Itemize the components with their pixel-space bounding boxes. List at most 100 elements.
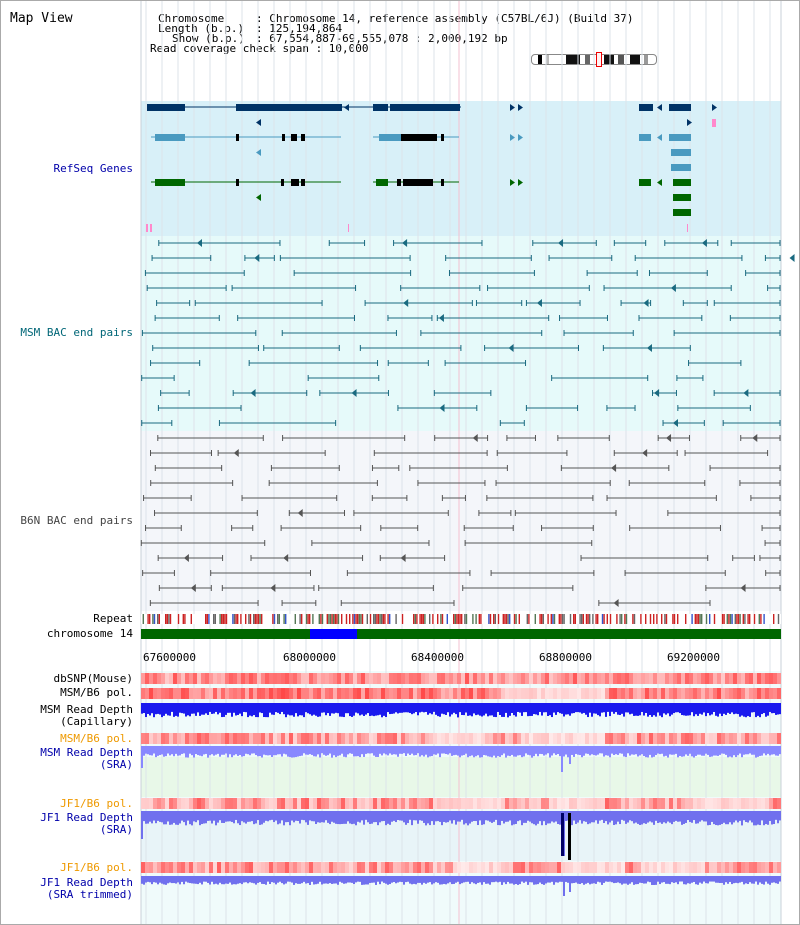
msm-depth-cap-bar <box>651 703 653 717</box>
msm-depth-sra-bar <box>479 746 481 758</box>
msm-b6-pol-2-cell <box>761 733 765 744</box>
track-label-msm-bac[interactable]: MSM BAC end pairs <box>20 326 133 339</box>
jf1-b6-pol-cell <box>177 798 181 809</box>
jf1-b6-pol-cell <box>745 798 749 809</box>
msm-depth-sra-bar <box>249 746 251 756</box>
msm-b6-pol-2-cell <box>533 733 537 744</box>
msm-b6-pol-2-cell <box>617 733 621 744</box>
jf1-depth-trim-bar <box>477 876 479 883</box>
jf1-depth-sra-bar <box>749 811 751 821</box>
msm-b6-pol-2-cell <box>369 733 373 744</box>
msm-b6-pol-2-cell <box>629 733 633 744</box>
repeat-element <box>334 614 336 624</box>
jf1-depth-sra-bar <box>149 811 151 822</box>
msm-depth-cap-bar <box>635 703 637 716</box>
msm-depth-sra-bar <box>163 746 165 757</box>
jf1-b6-pol-2-cell <box>453 862 457 873</box>
jf1-depth-trim-bar <box>203 876 205 882</box>
jf1-depth-sra-bar <box>733 811 735 823</box>
jf1-depth-trim-bar <box>241 876 243 885</box>
msm-depth-cap-bar <box>293 703 295 717</box>
repeat-element <box>592 614 594 624</box>
jf1-depth-sra-bar <box>479 811 481 821</box>
msm-depth-cap-bar <box>653 703 655 716</box>
jf1-depth-sra-bar <box>373 811 375 823</box>
jf1-b6-pol-cell <box>717 798 721 809</box>
track-label-chromosome[interactable]: chromosome 14 <box>46 627 133 640</box>
msm-b6-pol-cell <box>529 688 533 699</box>
msm-depth-cap-bar <box>521 703 523 716</box>
msm-bac-pair-arrow <box>351 389 357 397</box>
track-label-jf1-b6-pol-2[interactable]: JF1/B6 pol. <box>60 861 133 874</box>
jf1-depth-sra-bar <box>729 811 731 823</box>
jf1-b6-pol-2-cell <box>489 862 493 873</box>
track-label-msm-depth-cap[interactable]: MSM Read Depth <box>40 703 133 716</box>
jf1-depth-trim-bar <box>455 876 457 883</box>
jf1-depth-sra-bar <box>519 811 521 821</box>
jf1-depth-trim-bar <box>649 876 651 883</box>
msm-depth-sra-bar <box>141 746 143 768</box>
jf1-depth-sra-bar <box>637 811 639 824</box>
track-label-dbsnp[interactable]: dbSNP(Mouse) <box>53 672 133 685</box>
msm-b6-pol-cell <box>293 688 297 699</box>
repeat-element <box>672 614 674 624</box>
repeat-element <box>437 614 439 624</box>
track-label-refseq[interactable]: RefSeq Genes <box>53 162 133 175</box>
track-label-repeat[interactable]: Repeat <box>93 612 133 625</box>
msm-b6-pol-2-cell <box>673 733 677 744</box>
track-label-jf1-b6-pol[interactable]: JF1/B6 pol. <box>60 797 133 810</box>
jf1-depth-sra-bar <box>407 811 409 824</box>
msm-depth-cap-bar <box>747 703 749 717</box>
dbsnp-cell <box>561 673 565 684</box>
jf1-depth-sra-bar <box>329 811 331 825</box>
track-label-msm-depth-sra[interactable]: MSM Read Depth <box>40 746 133 759</box>
jf1-depth-sra-bar <box>441 811 443 826</box>
msm-b6-pol-cell <box>661 688 665 699</box>
jf1-depth-sra-bar <box>439 811 441 822</box>
msm-depth-cap-bar <box>411 703 413 715</box>
msm-depth-cap-bar <box>487 703 489 717</box>
track-label-b6n-bac[interactable]: B6N BAC end pairs <box>20 514 133 527</box>
msm-b6-pol-cell <box>521 688 525 699</box>
depth-spike <box>568 813 571 860</box>
msm-b6-pol-cell <box>401 688 405 699</box>
jf1-b6-pol-2-cell <box>625 862 629 873</box>
msm-b6-pol-2-cell <box>569 733 573 744</box>
msm-b6-pol-cell <box>577 688 581 699</box>
jf1-depth-sra-bar <box>541 811 543 826</box>
msm-depth-sra-bar <box>395 746 397 755</box>
track-label-jf1-depth-sra[interactable]: JF1 Read Depth <box>40 811 133 824</box>
jf1-depth-trim-bar <box>533 876 535 885</box>
jf1-depth-trim-bar <box>143 876 145 885</box>
msm-depth-cap-bar <box>347 703 349 714</box>
repeat-element <box>691 614 693 624</box>
dbsnp-cell <box>605 673 609 684</box>
jf1-depth-trim-bar <box>289 876 291 882</box>
jf1-b6-pol-2-cell <box>237 862 241 873</box>
repeat-element <box>416 614 418 624</box>
msm-depth-sra-bar <box>523 746 525 757</box>
jf1-b6-pol-cell <box>697 798 701 809</box>
msm-b6-pol-2-cell <box>725 733 729 744</box>
track-label-jf1-depth-trim[interactable]: JF1 Read Depth <box>40 876 133 889</box>
msm-b6-pol-cell <box>537 688 541 699</box>
dbsnp-cell <box>665 673 669 684</box>
msm-depth-sra-bar <box>643 746 645 757</box>
track-label-msm-b6-pol-2[interactable]: MSM/B6 pol. <box>60 732 133 745</box>
track-label-msm-b6-pol[interactable]: MSM/B6 pol. <box>60 686 133 699</box>
msm-b6-pol-2-cell <box>681 733 685 744</box>
msm-b6-pol-cell <box>389 688 393 699</box>
msm-depth-cap-bar <box>499 703 501 715</box>
jf1-depth-trim-bar <box>163 876 165 885</box>
msm-depth-cap-bar <box>473 703 475 714</box>
msm-depth-cap-bar <box>529 703 531 716</box>
jf1-depth-trim-bar <box>757 876 759 885</box>
msm-b6-pol-2-cell <box>757 733 761 744</box>
msm-b6-pol-2-cell <box>401 733 405 744</box>
msm-depth-cap-bar <box>655 703 657 717</box>
jf1-b6-pol-2-cell <box>765 862 769 873</box>
jf1-depth-trim-bar <box>691 876 693 883</box>
jf1-b6-pol-cell <box>673 798 677 809</box>
jf1-b6-pol-cell <box>669 798 673 809</box>
